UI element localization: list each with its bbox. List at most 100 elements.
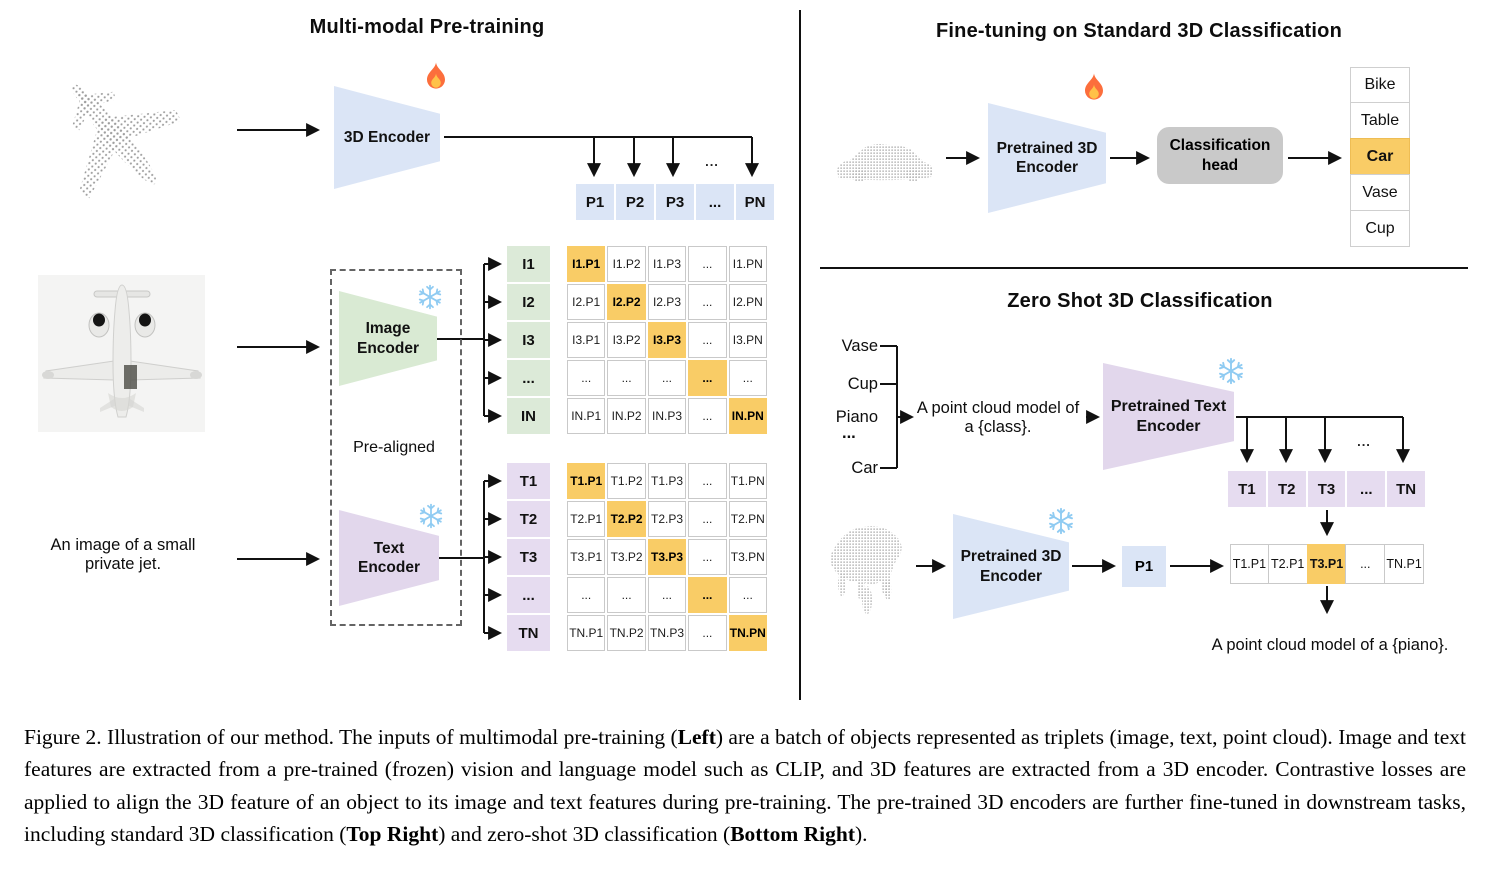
i-matrix-cell: ...: [688, 246, 727, 282]
pretrained-text-encoder-trapezoid: Pretrained Text Encoder: [1103, 363, 1234, 470]
i-matrix-cell: I1.P2: [607, 246, 646, 282]
similarity-cell: T3.P1: [1306, 544, 1347, 584]
fire-icon: [427, 62, 445, 89]
zeroshot-class-label: Piano: [835, 408, 878, 426]
t-matrix-cell: T3.P1: [567, 539, 606, 575]
t-feature-cell: TN: [1387, 471, 1425, 507]
pretraining-title: Multi-modal Pre-training: [309, 16, 545, 38]
caption-bold-text: Bottom Right: [730, 821, 856, 846]
t-matrix-cell: T1.P2: [607, 463, 646, 499]
t-matrix-cell: TN.P2: [607, 615, 646, 651]
text-point-similarity-matrix: T1.P1 T1.P2 T1.P3... T1.PN T2.P1 T2.P2 T2.P3..…: [567, 463, 767, 651]
image-caption-text: An image of a small private jet.: [50, 536, 196, 573]
t-feature-cell: T3: [1307, 471, 1346, 507]
t-matrix-cell: T3.PN: [728, 539, 767, 575]
i-matrix-cell: IN.PN: [728, 398, 767, 434]
similarity-cell: T2.P1: [1267, 544, 1308, 584]
snowflake-icon: [1217, 357, 1245, 385]
snowflake-icon: [417, 284, 443, 310]
pre-aligned-label: Pre-aligned: [353, 439, 435, 456]
t-matrix-cell: ...: [688, 615, 727, 651]
i-feature-cell: I1: [507, 246, 550, 282]
i-feature-cell: I3: [507, 322, 550, 358]
t-feature-cell: T3: [507, 539, 550, 575]
t-feature-cell: ...: [1347, 471, 1386, 507]
pre-aligned-box: [330, 269, 462, 626]
caption-text: Figure 2. Illustration of our method. Th…: [24, 725, 678, 749]
ellipsis-label: ...: [705, 154, 719, 169]
i-matrix-cell: I1.P3: [647, 246, 687, 282]
t-matrix-cell: T3.P3: [647, 539, 687, 575]
i-matrix-cell: ...: [688, 322, 727, 358]
predicted-prompt-text: A point cloud model of a {piano}.: [1211, 636, 1449, 654]
t-matrix-cell: ...: [728, 577, 767, 613]
i-matrix-cell: IN.P1: [567, 398, 606, 434]
prompt-template-text: A point cloud model of a {class}.: [916, 399, 1080, 436]
similarity-cell: ...: [1345, 544, 1386, 584]
t-matrix-cell: ...: [688, 501, 727, 537]
t-matrix-cell: ...: [688, 463, 727, 499]
image-point-similarity-matrix: I1.P1 I1.P2 I1.P3... I1.PN I2.P1 I2.P2 I2.P3..…: [567, 246, 767, 434]
caption-bold-text: Top Right: [346, 821, 439, 846]
i-matrix-cell: ...: [688, 284, 727, 320]
i-matrix-cell: I3.P2: [607, 322, 646, 358]
zeroshot-class-label: Cup: [847, 375, 878, 393]
car-point-cloud: [837, 144, 933, 182]
i-matrix-cell: I2.P3: [647, 284, 687, 320]
class-cell: Cup: [1350, 210, 1410, 247]
class-cell: Car: [1350, 138, 1410, 175]
t-matrix-cell: ...: [688, 577, 727, 613]
i-matrix-cell: I2.P2: [607, 284, 646, 320]
similarity-score-row: T1.P1 T2.P1 T3.P1... TN.P1: [1230, 544, 1424, 584]
encoder-3d-trapezoid: 3D Encoder: [334, 86, 440, 189]
class-cell: Vase: [1350, 174, 1410, 211]
t-matrix-cell: T1.P1: [567, 463, 606, 499]
i-matrix-cell: I2.PN: [728, 284, 767, 320]
p-feature-row: P1 P2 P3... PN: [576, 184, 774, 220]
piano-point-cloud: [830, 526, 902, 614]
t-feature-cell: T1: [507, 463, 550, 499]
p-feature-cell: P2: [616, 184, 654, 220]
i-matrix-cell: I3.P1: [567, 322, 606, 358]
pretrained-3d-encoder-trapezoid: Pretrained 3D Encoder: [988, 103, 1106, 213]
zeroshot-class-ellipsis: ...: [842, 424, 856, 442]
i-feature-cell: IN: [507, 398, 550, 434]
t-matrix-cell: T2.PN: [728, 501, 767, 537]
airplane-photo-drawing: [38, 275, 205, 432]
t-matrix-cell: T3.P2: [607, 539, 646, 575]
classification-head-box: Classification head: [1157, 127, 1283, 184]
i-matrix-cell: ...: [688, 360, 727, 396]
p1-feature-box: P1: [1122, 546, 1166, 587]
t-matrix-cell: ...: [688, 539, 727, 575]
i-matrix-cell: ...: [647, 360, 687, 396]
t-feature-cell: T2: [507, 501, 550, 537]
t-feature-cell: T2: [1267, 471, 1306, 507]
i-matrix-cell: I3.PN: [728, 322, 767, 358]
zeroshot-class-label: Vase: [841, 337, 878, 355]
finetune-title: Fine-tuning on Standard 3D Classificatio…: [935, 20, 1342, 42]
figure-caption: Figure 2. Illustration of our method. Th…: [24, 721, 1466, 850]
class-cell: Bike: [1350, 67, 1410, 103]
i-matrix-cell: I1.PN: [728, 246, 767, 282]
t-matrix-cell: TN.P1: [567, 615, 606, 651]
i-matrix-cell: ...: [728, 360, 767, 396]
p-feature-cell: ...: [696, 184, 734, 220]
t-matrix-cell: T2.P1: [567, 501, 606, 537]
t-feature-row: T1 T2 T3... TN: [1228, 471, 1425, 507]
similarity-cell: T1.P1: [1230, 544, 1269, 584]
i-matrix-cell: ...: [567, 360, 606, 396]
t-feature-cell: TN: [507, 615, 550, 651]
caption-text: ) and zero-shot 3D classification (: [438, 821, 731, 846]
class-prediction-list: Bike Table Car Vase Cup: [1350, 67, 1410, 247]
t-feature-column: T1 T2 T3... TN: [507, 463, 550, 651]
t-matrix-cell: T2.P2: [607, 501, 646, 537]
airplane-point-cloud: [71, 84, 182, 199]
i-matrix-cell: ...: [607, 360, 646, 396]
i-matrix-cell: I3.P3: [647, 322, 687, 358]
t-matrix-cell: ...: [607, 577, 646, 613]
i-matrix-cell: IN.P2: [607, 398, 646, 434]
i-matrix-cell: I1.P1: [567, 246, 606, 282]
t-matrix-cell: T2.P3: [647, 501, 687, 537]
t-feature-cell: T1: [1228, 471, 1266, 507]
